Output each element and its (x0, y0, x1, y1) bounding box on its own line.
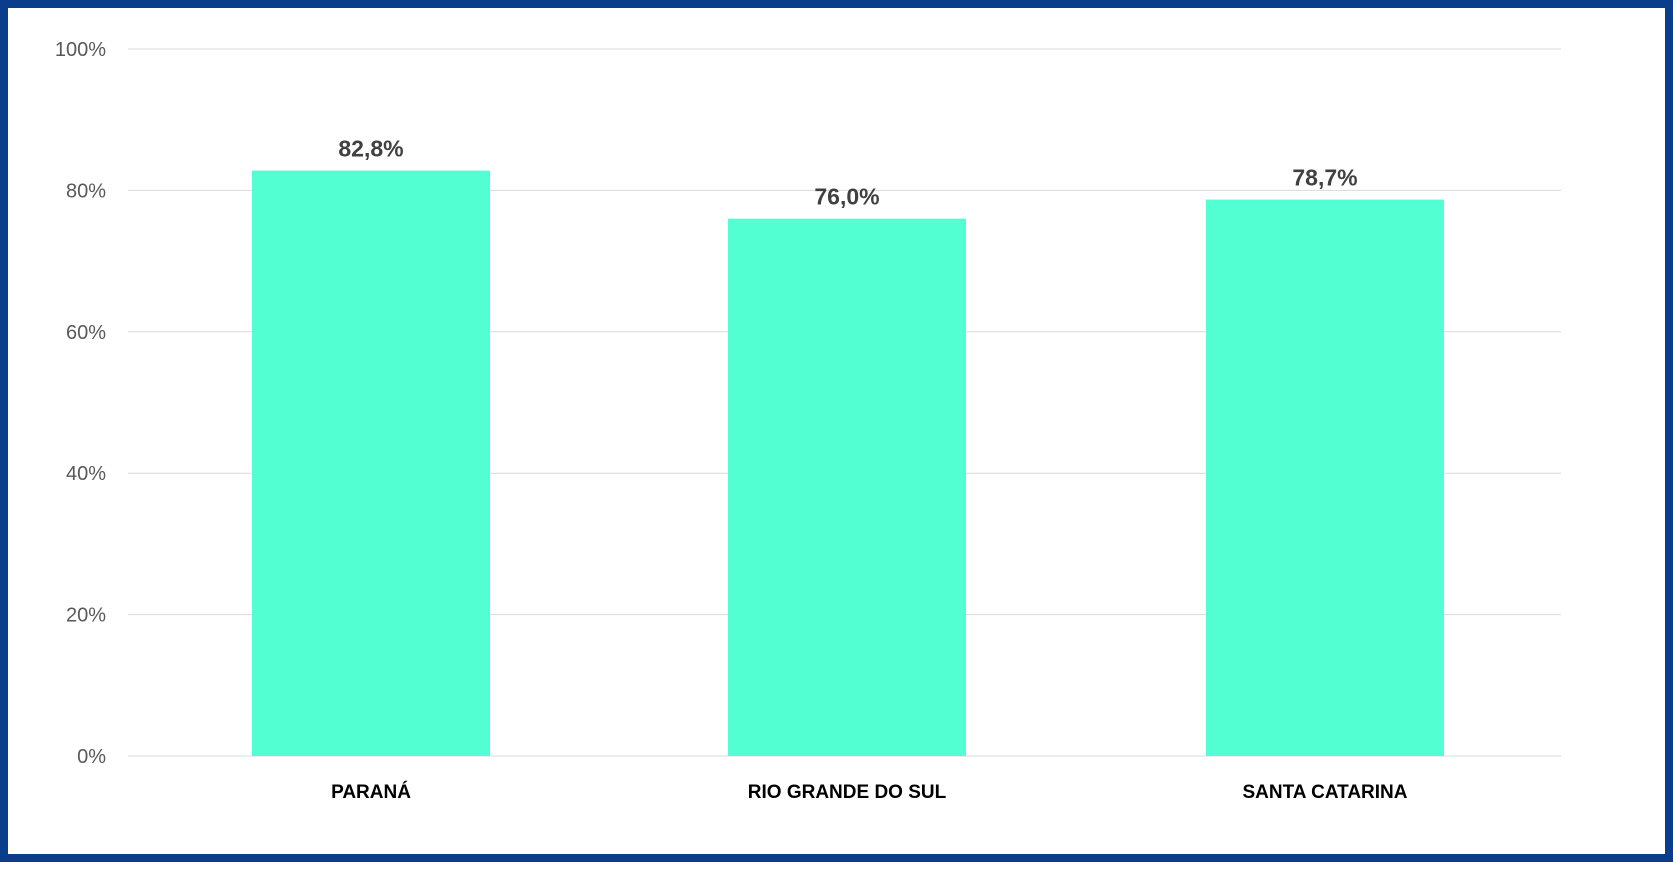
bar-1 (252, 170, 490, 756)
y-tick-label-20: 20% (66, 605, 106, 627)
y-tick-label-40: 40% (66, 463, 106, 485)
data-label-1: 82,8% (338, 136, 403, 162)
y-axis-ticks: 0% 20% 40% 60% 80% 100% (55, 39, 106, 768)
data-labels: 82,8% 76,0% 78,7% (338, 136, 1357, 210)
category-label-2: RIO GRANDE DO SUL (748, 782, 947, 803)
bar-2 (728, 218, 966, 756)
bar-chart: 0% 20% 40% 60% 80% 100% 82,8% 76,0% 78,7% PARAN… (55, 39, 1561, 803)
data-label-3: 78,7% (1292, 165, 1357, 191)
data-label-2: 76,0% (814, 184, 879, 210)
y-tick-label-0: 0% (77, 746, 106, 768)
y-tick-label-100: 100% (55, 39, 106, 61)
bars (252, 170, 1444, 756)
x-axis-categories: PARANÁ RIO GRANDE DO SUL SANTA CATARINA (331, 781, 1408, 803)
category-label-1: PARANÁ (331, 781, 411, 803)
category-label-3: SANTA CATARINA (1243, 782, 1408, 803)
y-tick-label-60: 60% (66, 322, 106, 344)
bar-3 (1206, 199, 1444, 756)
y-tick-label-80: 80% (66, 180, 106, 202)
